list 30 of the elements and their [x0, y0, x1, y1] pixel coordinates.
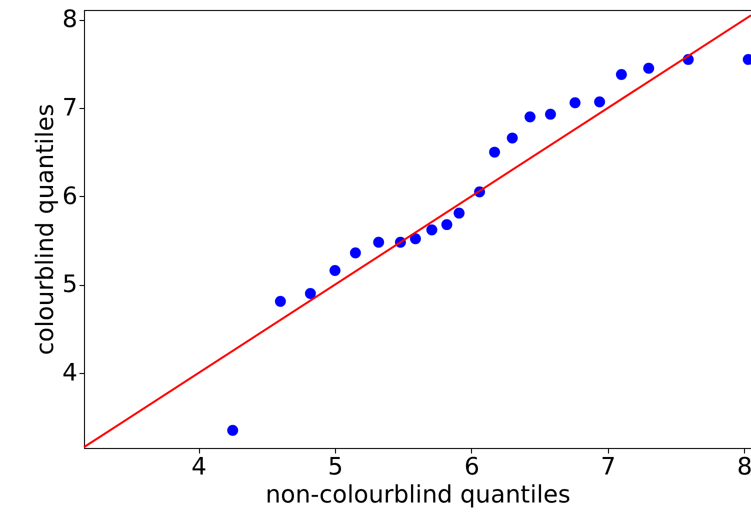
point — [304, 288, 316, 299]
y-axis-title: colourblind quantiles — [31, 104, 60, 356]
point — [454, 208, 465, 219]
point — [373, 236, 384, 248]
y-tick-label: 5 — [62, 270, 78, 298]
point — [524, 111, 536, 122]
point — [426, 224, 438, 236]
x-axis-title: non-colourblind quantiles — [265, 480, 571, 508]
point — [570, 97, 581, 108]
y-tick-label: 6 — [62, 182, 78, 210]
x-tick-label: 7 — [600, 452, 616, 480]
point — [616, 69, 627, 80]
point — [330, 265, 340, 276]
x-tick-label: 8 — [737, 452, 751, 480]
y-tick-label: 4 — [62, 358, 78, 386]
point — [643, 62, 654, 74]
y-tick-label: 8 — [62, 5, 78, 34]
point — [410, 233, 421, 244]
point — [274, 296, 286, 307]
point — [545, 108, 556, 120]
x-tick-label: 4 — [191, 452, 207, 480]
y-tick-label: 7 — [62, 94, 78, 122]
x-tick-label: 5 — [328, 452, 344, 480]
x-tick-label: 6 — [464, 452, 480, 480]
point — [350, 247, 361, 258]
point — [441, 219, 452, 230]
point — [489, 146, 500, 158]
point — [506, 132, 518, 144]
point — [227, 424, 238, 436]
point — [594, 96, 606, 108]
